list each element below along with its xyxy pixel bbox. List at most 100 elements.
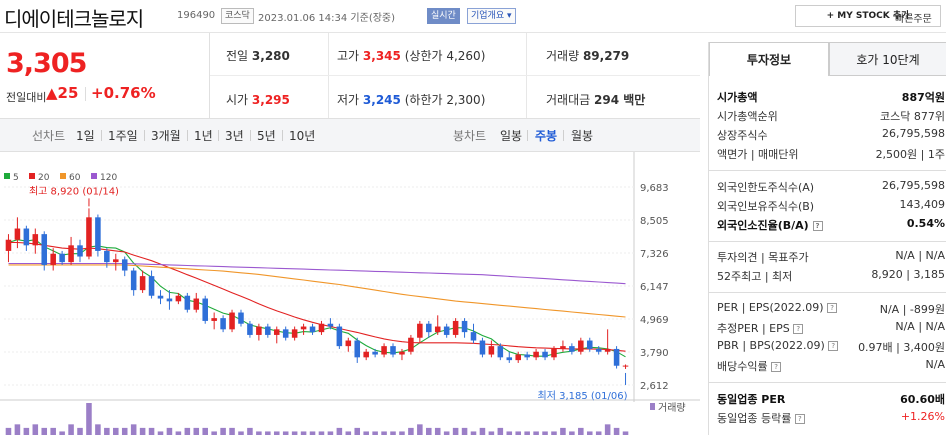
- candle-body: [542, 351, 548, 358]
- volume-bar: [479, 427, 486, 435]
- stock-name: 디에이테크놀로지: [4, 7, 144, 31]
- candle-body: [345, 340, 352, 347]
- volume-bar: [14, 424, 21, 435]
- help-icon[interactable]: ?: [812, 221, 823, 231]
- candle-body: [488, 346, 495, 355]
- candle-body: [586, 340, 593, 349]
- foreign-holding-row: 외국인보유주식수(B) 143,409: [717, 198, 945, 213]
- tab-investment-info[interactable]: 투자정보: [709, 42, 829, 76]
- help-icon[interactable]: ?: [828, 341, 839, 351]
- investment-opinion-row: 투자의견 | 목표주가 N/A | N/A: [717, 249, 945, 264]
- volume-bar: [551, 431, 557, 435]
- ma120-line: [8, 262, 626, 285]
- day-high: 고가 3,345 (상한가 4,260): [337, 49, 486, 63]
- tab-5year[interactable]: 5년: [257, 129, 276, 143]
- volume-bar: [515, 431, 521, 435]
- volume-bar: [166, 427, 173, 435]
- volume-bar: [5, 427, 12, 435]
- candle-body: [497, 346, 504, 358]
- candle-body: [95, 217, 101, 251]
- candle-body: [157, 295, 164, 299]
- candle-body: [104, 250, 110, 263]
- volume-bar: [524, 431, 530, 435]
- candle-body: [479, 340, 486, 355]
- quote-divider: [210, 75, 700, 76]
- industry-rate-row: 동일업종 등락률 ? +1.26%: [717, 410, 945, 425]
- listed-shares-row: 상장주식수 26,795,598: [717, 127, 945, 142]
- y-tick-label: 2,612: [640, 381, 669, 392]
- stock-code: 196490: [177, 10, 216, 21]
- company-overview-dropdown[interactable]: 기업개요 ▾: [467, 8, 516, 24]
- help-icon[interactable]: ?: [827, 303, 838, 313]
- help-icon[interactable]: ?: [793, 324, 804, 334]
- candle-body: [461, 320, 468, 333]
- candle-body: [148, 276, 155, 296]
- candle-body: [265, 326, 271, 335]
- help-icon[interactable]: ?: [771, 362, 782, 372]
- volume-bar: [220, 427, 226, 435]
- volume-bar: [497, 427, 504, 435]
- volume-bar: [586, 431, 593, 435]
- y-tick-label: 8,505: [640, 216, 669, 227]
- volume-bar: [318, 431, 325, 435]
- volume-bar: [595, 431, 602, 435]
- price-change: ▲25: [46, 84, 79, 102]
- volume-bar: [273, 431, 280, 435]
- volume-bar: [417, 424, 423, 435]
- volume-bar: [202, 427, 208, 435]
- realtime-badge[interactable]: 실시간: [427, 8, 460, 24]
- volume-bar: [256, 431, 262, 435]
- volume-bar: [247, 427, 253, 435]
- candle-body: [399, 351, 405, 355]
- tab-10year[interactable]: 10년: [289, 129, 316, 143]
- volume-bar: [488, 431, 495, 435]
- tab-1year[interactable]: 1년: [194, 129, 213, 143]
- tab-weekly[interactable]: 주봉: [535, 129, 558, 143]
- candle-body: [5, 239, 12, 251]
- candle-body: [533, 351, 539, 358]
- price-chart: 9,683 8,505 7,326 6,147 4,969 3,790 2,612 5 20 60…: [0, 152, 700, 435]
- quote-datetime: 2023.01.06 14:34 기준(장중): [258, 13, 396, 24]
- candle-body: [560, 346, 566, 349]
- volume-bar: [300, 431, 307, 435]
- tab-1day[interactable]: 1일: [76, 129, 95, 143]
- candle-body: [551, 348, 557, 358]
- help-icon[interactable]: ?: [794, 414, 805, 424]
- volume-bar: [443, 431, 450, 435]
- tab-1week[interactable]: 1주일: [108, 129, 138, 143]
- candle-body: [86, 217, 92, 257]
- volume-bar: [59, 431, 65, 435]
- candle-body: [291, 329, 298, 338]
- volume-bar: [578, 427, 584, 435]
- volume-bar: [121, 427, 128, 435]
- high-annotation: 최고 8,920 (01/14): [29, 185, 119, 197]
- day-low: 저가 3,245 (하한가 2,300): [337, 93, 486, 107]
- trade-amount: 거래대금 294 백만: [546, 93, 646, 107]
- volume-bar: [354, 427, 361, 435]
- volume-bar: [157, 431, 164, 435]
- par-value-row: 액면가 | 매매단위 2,500원 | 1주: [717, 148, 945, 161]
- candle-body: [318, 323, 325, 333]
- est-per-row: 추정PER | EPS ? N/A | N/A: [717, 320, 945, 335]
- tab-monthly[interactable]: 월봉: [571, 129, 594, 143]
- tab-daily[interactable]: 일봉: [500, 129, 523, 143]
- stock-header: 디에이테크놀로지 196490 코스닥 2023.01.06 14:34 기준(…: [0, 0, 946, 33]
- tab-3month[interactable]: 3개월: [151, 129, 181, 143]
- tab-3year[interactable]: 3년: [225, 129, 244, 143]
- candle-body: [434, 326, 441, 333]
- volume-bar: [345, 431, 352, 435]
- volume-bar: [506, 431, 513, 435]
- my-stock-add-button[interactable]: + MY STOCK 추가: [795, 5, 941, 27]
- quick-order-link[interactable]: 빠른주문: [895, 14, 932, 25]
- volume-bar: [238, 431, 244, 435]
- candle-body: [41, 234, 48, 265]
- y-tick-label: 4,969: [640, 315, 669, 326]
- candle-body: [309, 326, 316, 333]
- industry-per-row: 동일업종 PER 60.60배: [717, 393, 945, 406]
- volume-bar: [68, 424, 74, 435]
- volume-bar: [23, 427, 30, 435]
- volume-bar: [399, 431, 405, 435]
- candle-body: [77, 245, 83, 257]
- tab-orderbook[interactable]: 호가 10단계: [829, 42, 946, 76]
- candle-body: [426, 323, 432, 333]
